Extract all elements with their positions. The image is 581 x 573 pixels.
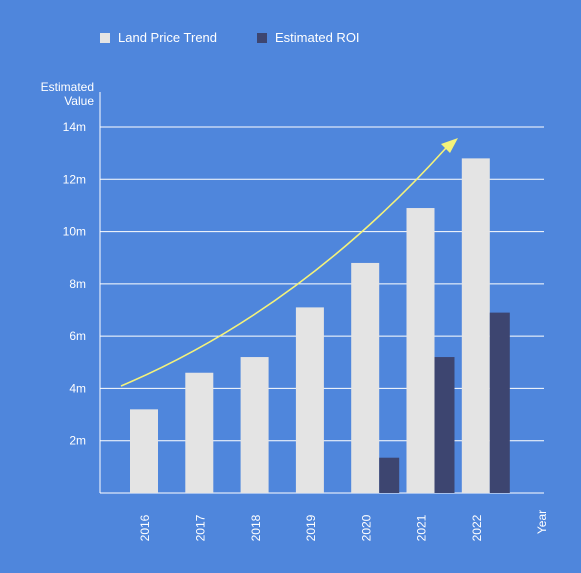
bar-land-2016 — [130, 409, 158, 493]
bar-roi-2020 — [379, 458, 399, 493]
x-tick-2020: 2020 — [359, 514, 373, 541]
x-tick-2021: 2021 — [415, 514, 429, 541]
bar-roi-2022 — [490, 313, 510, 493]
y-tick-6m: 6m — [69, 329, 86, 343]
bar-land-2017 — [185, 373, 213, 493]
x-tick-2017: 2017 — [193, 514, 207, 541]
bar-roi-2021 — [435, 357, 455, 493]
x-tick-2022: 2022 — [470, 514, 484, 541]
y-tick-14m: 14m — [63, 120, 86, 134]
trend-arrow-line — [121, 148, 446, 386]
y-tick-2m: 2m — [69, 434, 86, 448]
y-tick-4m: 4m — [69, 381, 86, 395]
x-tick-2018: 2018 — [249, 514, 263, 541]
bar-land-2018 — [241, 357, 269, 493]
x-axis-label: Year — [535, 510, 549, 534]
y-tick-12m: 12m — [63, 172, 86, 186]
x-tick-2019: 2019 — [304, 514, 318, 541]
bar-land-2022 — [462, 158, 490, 493]
y-tick-10m: 10m — [63, 225, 86, 239]
x-tick-2016: 2016 — [138, 514, 152, 541]
bar-land-2020 — [351, 263, 379, 493]
y-tick-8m: 8m — [69, 277, 86, 291]
bar-land-2019 — [296, 307, 324, 493]
bar-land-2021 — [407, 208, 435, 493]
